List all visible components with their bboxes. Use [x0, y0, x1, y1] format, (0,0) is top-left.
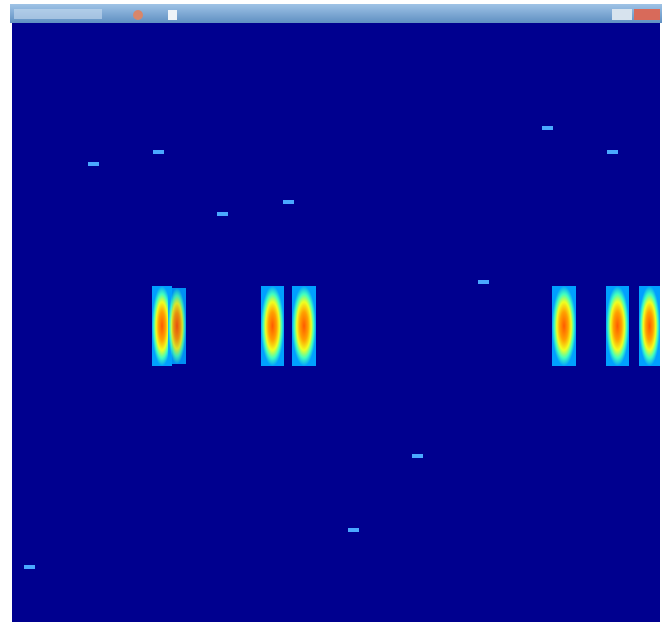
toolbar-icon[interactable] [168, 10, 177, 20]
blob [292, 286, 316, 366]
title-bar [10, 4, 662, 23]
app-icon [133, 10, 143, 20]
dash [412, 454, 423, 458]
dash [88, 162, 99, 166]
blob [168, 288, 186, 364]
dashes [24, 126, 618, 569]
dash [542, 126, 553, 130]
blob [261, 286, 284, 366]
dash [24, 565, 35, 569]
dash [478, 280, 489, 284]
dash [217, 212, 228, 216]
dash [153, 150, 164, 154]
dash [348, 528, 359, 532]
dash [283, 200, 294, 204]
blobs [152, 286, 660, 366]
blob [639, 286, 660, 366]
minimize-button[interactable] [612, 9, 632, 20]
dash [607, 150, 618, 154]
title-text-area [14, 9, 102, 19]
blob [552, 286, 576, 366]
blob [606, 286, 629, 366]
close-button[interactable] [634, 9, 660, 20]
blob [152, 286, 172, 366]
